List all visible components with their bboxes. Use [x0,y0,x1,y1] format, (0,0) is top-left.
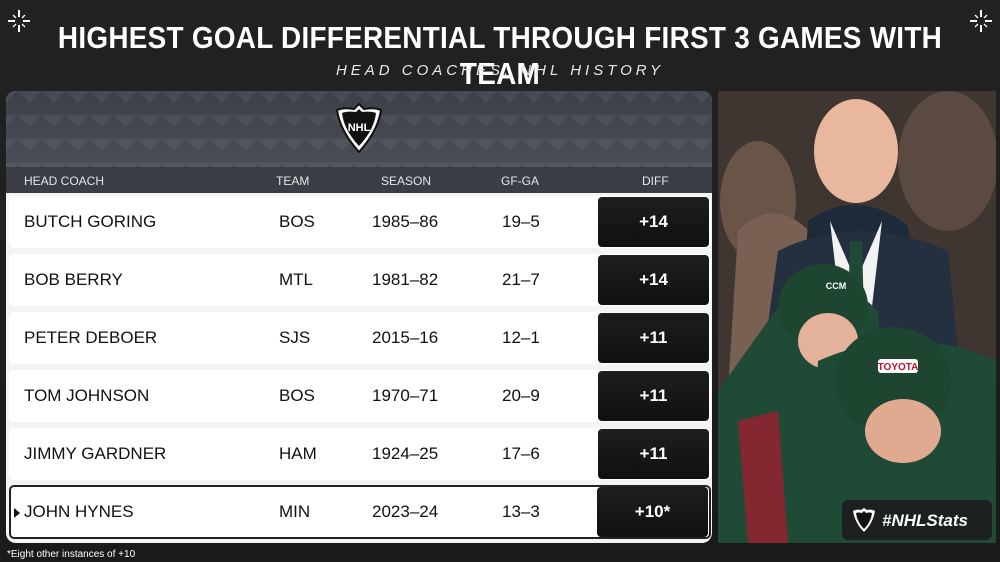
stats-table: NHL HEAD COACH TEAM SEASON GF-GA DIFF BU… [6,91,712,543]
goal-differential: +11 [598,313,709,363]
column-header-coach: HEAD COACH [24,174,105,188]
season: 2023–24 [372,502,439,521]
team-code: BOS [279,212,315,231]
coach-name: TOM JOHNSON [24,386,150,405]
highlight-marker-icon [14,508,20,518]
goal-differential: +14 [598,255,709,305]
column-headers: HEAD COACH TEAM SEASON GF-GA DIFF [6,167,712,193]
table-row: BUTCH GORING BOS 1985–86 19–5 +14 [9,196,711,248]
crosshair-icon [970,10,992,32]
team-code: SJS [279,328,311,347]
goals-for-against: 17–6 [502,444,540,463]
goal-differential: +11 [598,429,709,479]
season: 1970–71 [372,386,439,405]
nhl-stats-badge: #NHLStats [842,500,992,540]
goal-differential: +10* [597,487,708,537]
column-header-diff: DIFF [642,174,669,188]
season: 2015–16 [372,328,439,347]
page-subtitle: HEAD COACHES, NHL HISTORY [335,62,665,79]
nhl-logo-text: NHL [348,122,371,134]
season: 1985–86 [372,212,439,231]
table-row: PETER DEBOER SJS 2015–16 12–1 +11 [9,312,711,364]
table-row-highlighted: JOHN HYNES MIN 2023–24 13–3 +10* [9,485,711,539]
column-header-team: TEAM [276,174,310,188]
coach-photo-illustration: TOYOTA CCM [718,91,996,543]
coach-name: PETER DEBOER [24,328,158,347]
column-header-season: SEASON [381,174,432,188]
table-row: JIMMY GARDNER HAM 1924–25 17–6 +11 [9,428,711,480]
crosshair-icon [8,10,30,32]
page-title: HIGHEST GOAL DIFFERENTIAL THROUGH FIRST … [57,20,943,91]
goals-for-against: 19–5 [502,212,540,231]
nhl-shield-icon [853,508,875,532]
coach-name: BOB BERRY [24,270,123,289]
goal-differential: +14 [598,197,709,247]
helmet-sponsor-text: TOYOTA [878,362,919,373]
table-banner: NHL [6,91,712,167]
team-code: BOS [279,386,315,405]
goals-for-against: 12–1 [502,328,540,347]
nhl-stats-handle: #NHLStats [882,511,968,530]
goal-differential: +11 [598,371,709,421]
nhl-logo: NHL [336,103,382,153]
table-row: BOB BERRY MTL 1981–82 21–7 +14 [9,254,711,306]
coach-name: JOHN HYNES [24,502,134,521]
footnote: *Eight other instances of +10 [7,549,136,560]
goals-for-against: 13–3 [502,502,540,521]
table-row: TOM JOHNSON BOS 1970–71 20–9 +11 [9,370,711,422]
goals-for-against: 20–9 [502,386,540,405]
coach-name: JIMMY GARDNER [24,444,167,463]
season: 1924–25 [372,444,439,463]
team-code: MIN [279,502,311,521]
season: 1981–82 [372,270,439,289]
coach-name: BUTCH GORING [24,212,157,231]
goals-for-against: 21–7 [502,270,540,289]
column-header-gfga: GF-GA [501,174,539,188]
helmet-brand-text: CCM [826,281,847,291]
team-code: HAM [279,444,317,463]
team-code: MTL [279,270,313,289]
coach-photo: TOYOTA CCM [718,91,996,543]
